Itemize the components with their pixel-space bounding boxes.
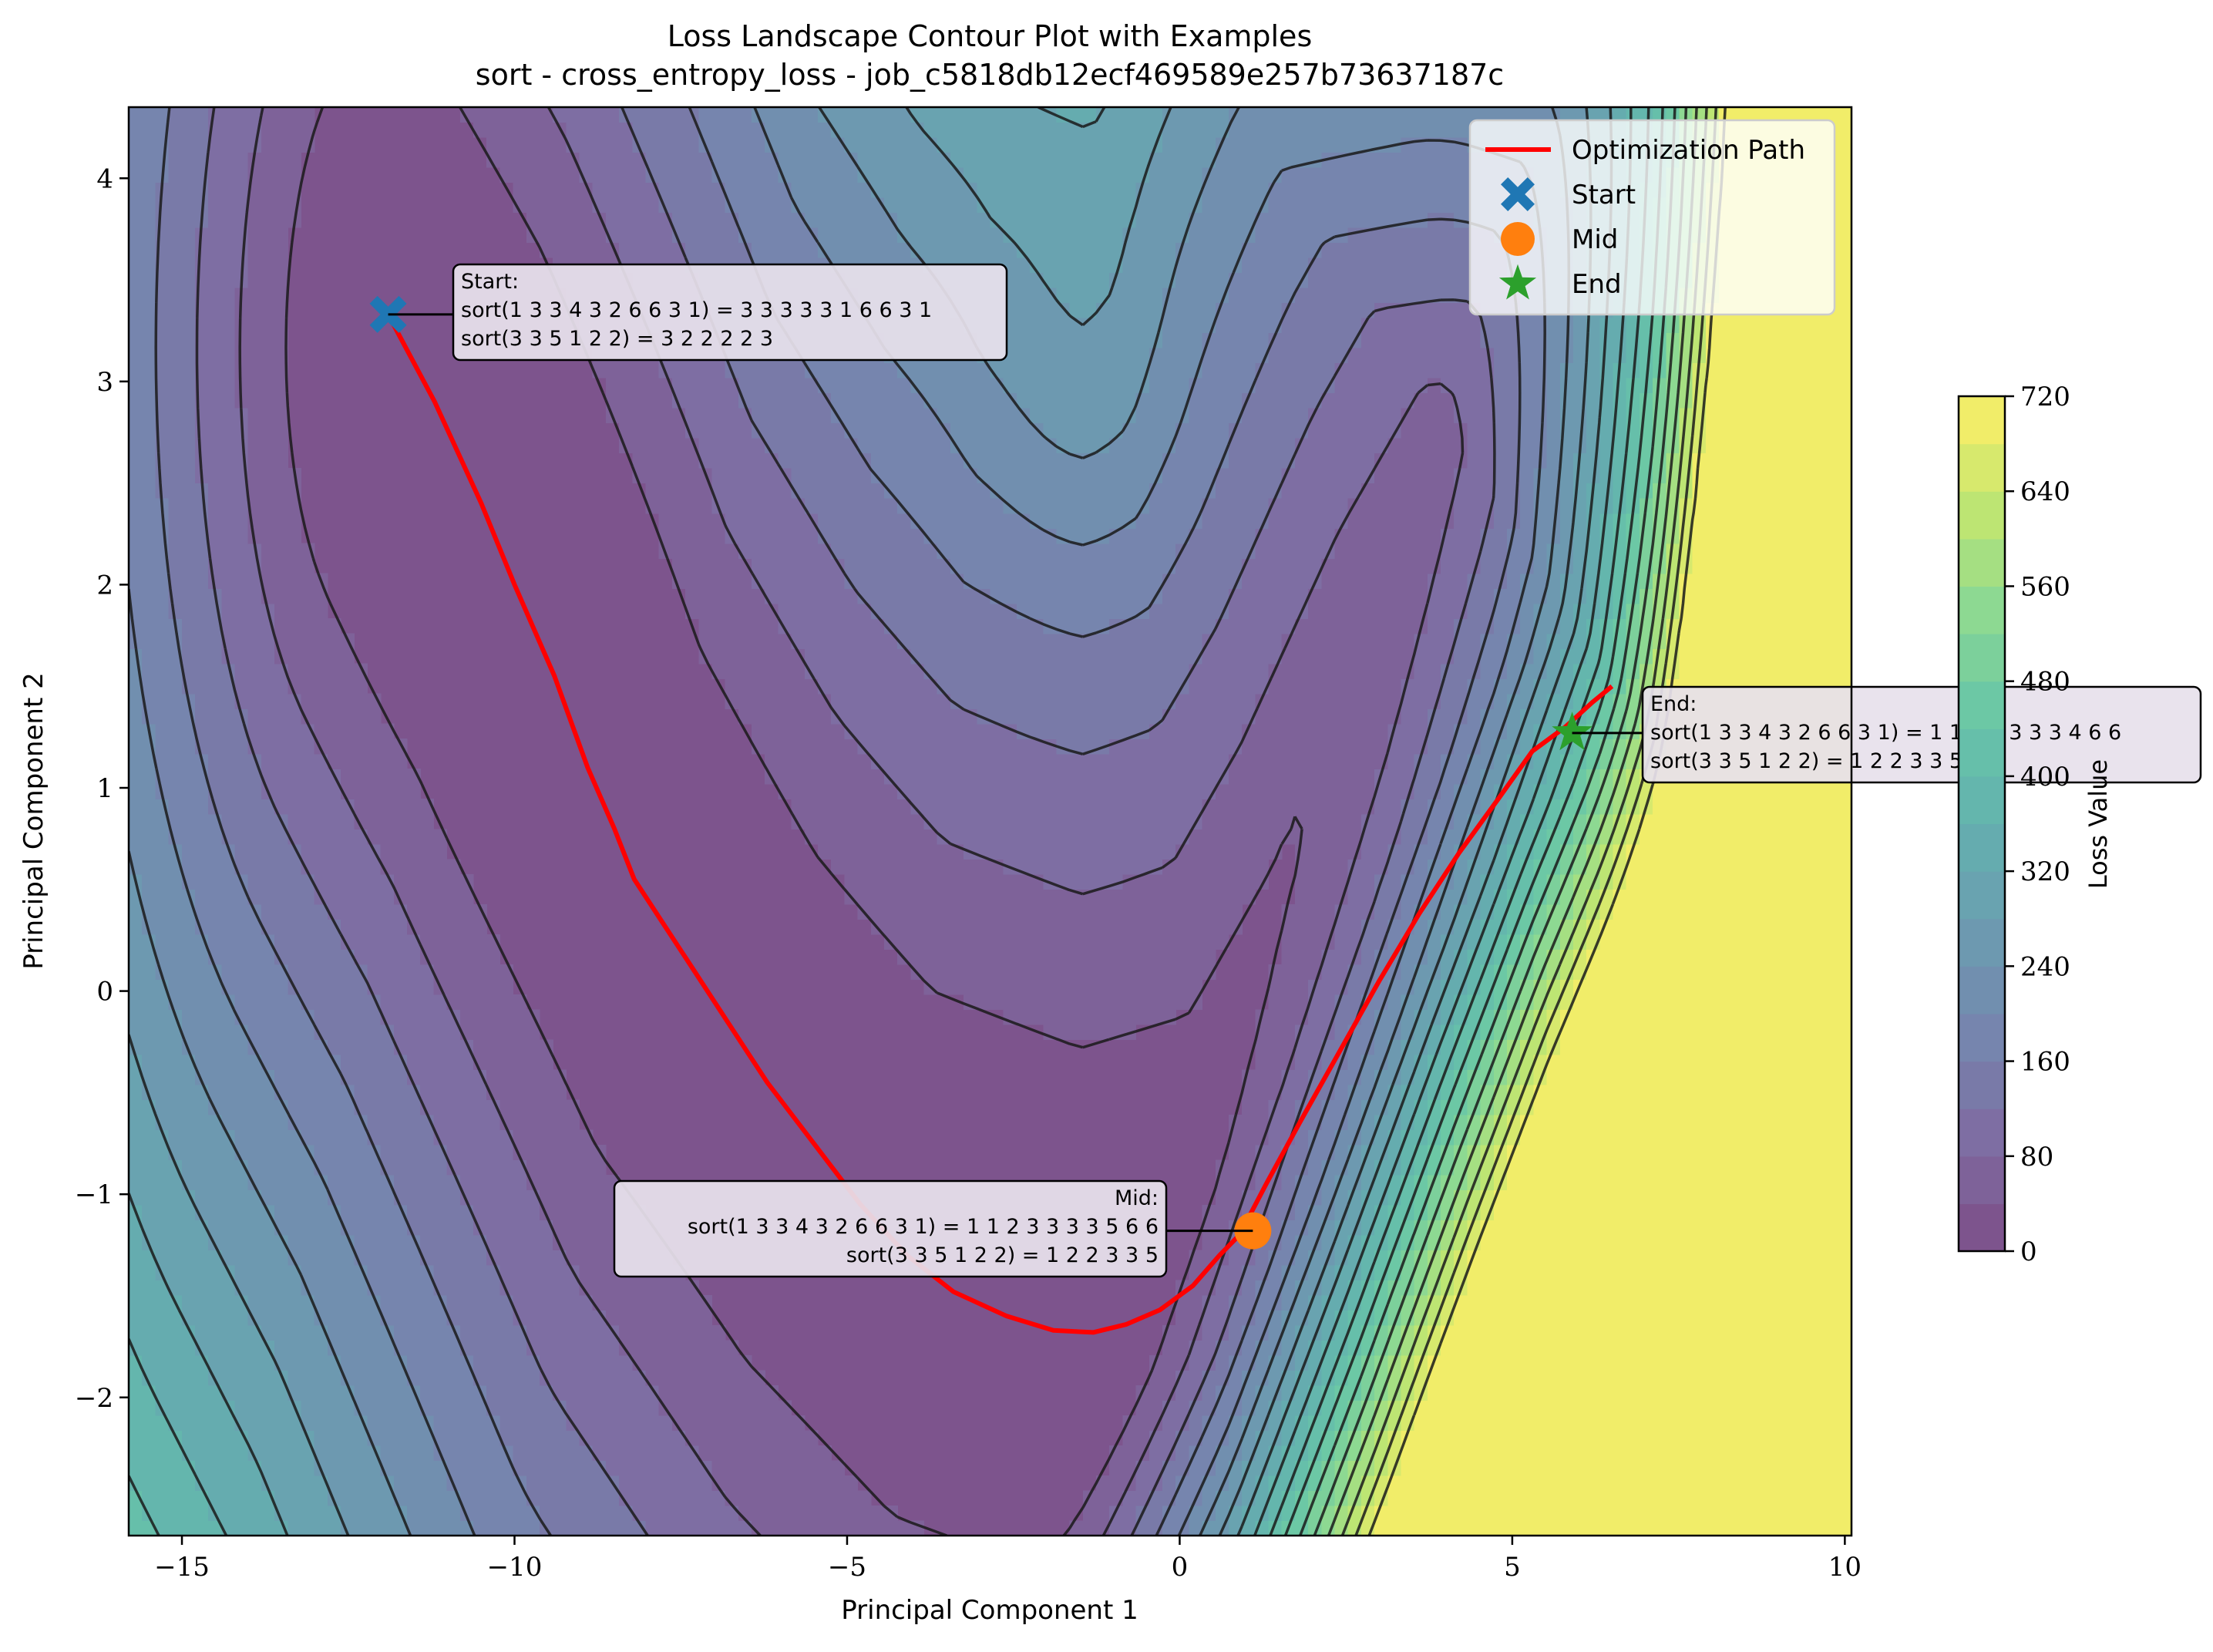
optimization-path-line xyxy=(385,313,1614,1335)
end-annotation-box xyxy=(1641,685,2202,784)
colorbar-tick-label: 400 xyxy=(2020,762,2070,792)
colorbar-frame xyxy=(1957,395,2006,1253)
mid-annotation-line: sort(3 3 5 1 2 2) = 1 2 2 3 3 5 xyxy=(846,1243,1159,1267)
legend-label: End xyxy=(1572,269,1622,300)
legend-item-end: End xyxy=(1498,264,1622,300)
contour-line xyxy=(129,107,1571,1536)
colorbar-tick-label: 160 xyxy=(2020,1047,2070,1078)
mid-annotation-line: Mid: xyxy=(1115,1186,1159,1210)
colorbar-band xyxy=(1959,728,2005,777)
contour-line xyxy=(129,107,1633,1536)
mid-annotation: Mid: sort(1 3 3 4 3 2 6 6 3 1) = 1 1 2 3 … xyxy=(613,1179,1253,1278)
x-tick-label: −5 xyxy=(828,1552,866,1583)
colorbar-band xyxy=(1959,966,2005,1014)
colorbar-band xyxy=(1959,634,2005,682)
colorbar-tick-label: 480 xyxy=(2020,667,2070,698)
legend-label: Start xyxy=(1572,180,1636,210)
y-tick-label: 2 xyxy=(96,570,113,601)
y-tick-label: 3 xyxy=(96,367,113,398)
legend-item-start: Start xyxy=(1501,177,1636,211)
colorbar-tick-label: 0 xyxy=(2020,1236,2037,1267)
legend-label: Mid xyxy=(1572,224,1618,255)
y-tick-label: 1 xyxy=(96,773,113,804)
legend-item-mid: Mid xyxy=(1501,222,1618,256)
end-annotation-line: sort(1 3 3 4 3 2 6 6 3 1) = 1 1 2 3 3 3 … xyxy=(1650,721,2121,745)
optimization-path-layer xyxy=(385,313,1614,1335)
colorbar-tick-label: 720 xyxy=(2020,382,2070,412)
legend-item-optimization-path: Optimization Path xyxy=(1485,135,1805,166)
x-tick-label: 0 xyxy=(1172,1552,1189,1583)
colorbar-tick-label: 240 xyxy=(2020,951,2070,982)
legend-box xyxy=(1468,119,1836,316)
contour-line xyxy=(129,107,1546,1536)
start-annotation-line: sort(3 3 5 1 2 2) = 3 2 2 2 2 3 xyxy=(461,327,773,351)
mid-annotation-box xyxy=(613,1179,1168,1278)
end-marker xyxy=(1552,712,1592,751)
y-tick-label: 4 xyxy=(96,163,113,194)
colorbar-band xyxy=(1959,681,2005,729)
colorbar-band xyxy=(1959,1203,2005,1252)
y-tick-label: −1 xyxy=(75,1179,113,1210)
y-axis: −2 −1 0 1 2 3 4 xyxy=(75,163,129,1414)
x-axis-label: Principal Component 1 xyxy=(841,1595,1138,1626)
colorbar-band xyxy=(1959,1013,2005,1062)
legend-label: Optimization Path xyxy=(1572,135,1805,166)
legend: Optimization Path Start Mid End xyxy=(1468,119,1836,316)
colorbar: 0 80 160 240 320 400 480 560 640 720 xyxy=(1957,382,2070,1267)
end-annotation: End: sort(1 3 3 4 3 2 6 6 3 1) = 1 1 2 3 … xyxy=(1572,685,2202,784)
y-axis-label: Principal Component 2 xyxy=(18,672,49,970)
start-annotation: Start: sort(1 3 3 4 3 2 6 6 3 1) = 3 3 3 … xyxy=(388,263,1008,362)
start-annotation-box xyxy=(452,263,1008,362)
plot-frame xyxy=(127,106,1853,1537)
x-axis: −15 −10 −5 0 5 10 xyxy=(154,1536,1862,1583)
colorbar-tick-label: 560 xyxy=(2020,571,2070,602)
colorbar-band xyxy=(1959,1061,2005,1109)
legend-swatch xyxy=(1501,177,1535,211)
contour-line xyxy=(129,107,1592,1536)
start-annotation-line: Start: xyxy=(461,270,519,294)
end-annotation-line: End: xyxy=(1650,692,1697,716)
colorbar-band xyxy=(1959,918,2005,967)
colorbar-band xyxy=(1959,443,2005,492)
mid-annotation-line: sort(1 3 3 4 3 2 6 6 3 1) = 1 1 2 3 3 3 … xyxy=(688,1215,1159,1239)
colorbar-band xyxy=(1959,586,2005,634)
colorbar-band xyxy=(1959,823,2005,872)
legend-swatch xyxy=(1501,222,1535,256)
colorbar-band xyxy=(1959,1109,2005,1157)
colorbar-tick-label: 640 xyxy=(2020,476,2070,507)
chart-subtitle: sort - cross_entropy_loss - job_c5818db1… xyxy=(476,58,1504,92)
start-annotation-line: sort(1 3 3 4 3 2 6 6 3 1) = 3 3 3 3 3 1 … xyxy=(461,298,932,322)
end-annotation-line: sort(3 3 5 1 2 2) = 1 2 2 3 3 5 xyxy=(1650,749,1962,773)
chart-title: Loss Landscape Contour Plot with Example… xyxy=(668,19,1313,53)
legend-swatch xyxy=(1498,264,1537,300)
colorbar-band xyxy=(1959,491,2005,540)
x-tick-label: −10 xyxy=(487,1552,543,1583)
x-tick-label: 10 xyxy=(1828,1552,1862,1583)
colorbar-band xyxy=(1959,1156,2005,1204)
x-tick-label: −15 xyxy=(154,1552,210,1583)
y-tick-label: 0 xyxy=(96,977,113,1008)
x-tick-label: 5 xyxy=(1504,1552,1521,1583)
contour-line xyxy=(195,107,1496,1536)
annotation-layer: Start: sort(1 3 3 4 3 2 6 6 3 1) = 3 3 3 … xyxy=(388,263,2202,1278)
colorbar-tick-label: 320 xyxy=(2020,856,2070,887)
colorbar-band xyxy=(1959,871,2005,920)
start-marker xyxy=(369,295,407,333)
colorbar-band xyxy=(1959,776,2005,825)
colorbar-band xyxy=(1959,538,2005,587)
colorbar-band xyxy=(1959,396,2005,445)
y-tick-label: −2 xyxy=(75,1383,113,1414)
colorbar-label: Loss Value xyxy=(2084,759,2113,889)
colorbar-tick-label: 80 xyxy=(2020,1142,2053,1173)
